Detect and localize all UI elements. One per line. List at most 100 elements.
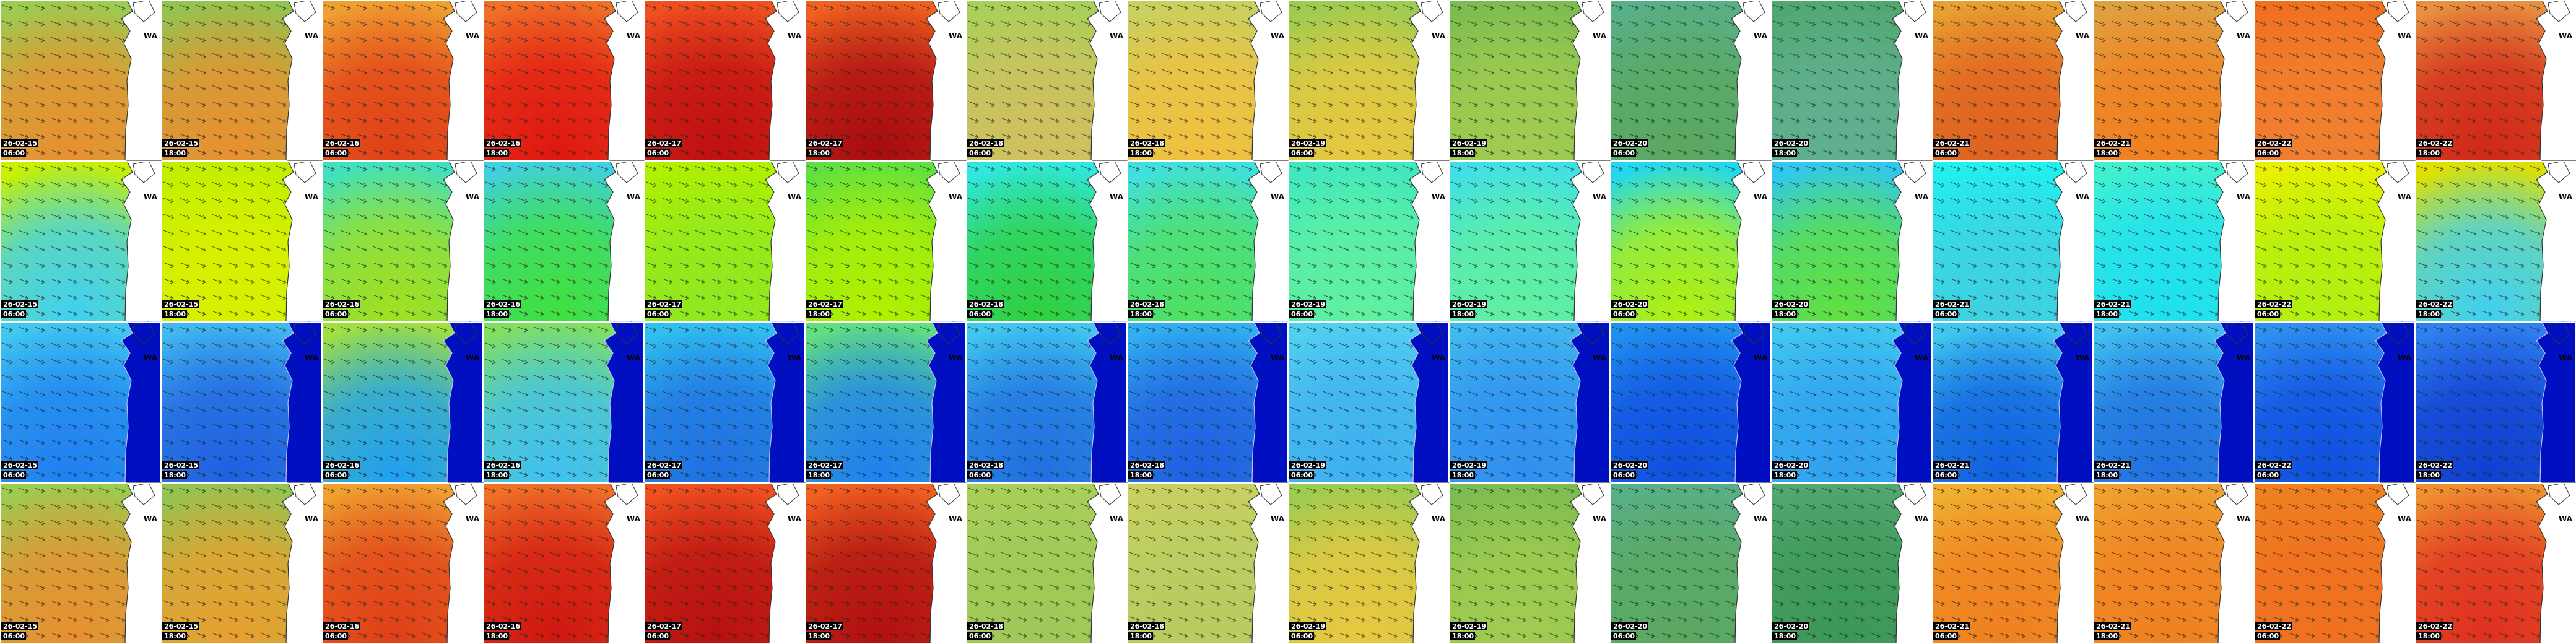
forecast-tile[interactable]: WA 26-02-20 06:00	[1610, 321, 1772, 484]
time-box	[645, 471, 670, 479]
forecast-tile[interactable]: WA 26-02-21 18:00	[2093, 160, 2255, 323]
forecast-tile[interactable]: WA 26-02-18 18:00	[1127, 482, 1289, 644]
forecast-tile[interactable]: WA 26-02-22 18:00	[2415, 482, 2576, 644]
time-label: 06:00	[1935, 471, 1957, 479]
forecast-tile[interactable]: WA 26-02-15 06:00	[0, 0, 162, 162]
forecast-tile[interactable]: WA 26-02-17 18:00	[805, 482, 967, 644]
forecast-tile[interactable]: WA 26-02-15 06:00	[0, 321, 162, 484]
forecast-tile[interactable]: WA 26-02-19 06:00	[1288, 160, 1450, 323]
date-label: 26-02-22	[2257, 622, 2291, 630]
forecast-tile[interactable]: WA 26-02-17 18:00	[805, 160, 967, 323]
forecast-tile[interactable]: WA 26-02-16 18:00	[483, 321, 645, 484]
forecast-tile[interactable]: WA 26-02-15 18:00	[161, 0, 323, 162]
forecast-tile[interactable]: WA 26-02-16 18:00	[483, 482, 645, 644]
forecast-tile[interactable]: WA 26-02-18 18:00	[1127, 160, 1289, 323]
forecast-tile[interactable]: WA 26-02-21 06:00	[1932, 321, 2094, 484]
forecast-tile[interactable]: WA 26-02-15 18:00	[161, 321, 323, 484]
tile-border	[2093, 161, 2254, 322]
tile-border	[1610, 161, 1771, 322]
time-label: 18:00	[164, 632, 186, 640]
date-label: 26-02-19	[1291, 300, 1325, 308]
forecast-tile[interactable]: WA 26-02-20 18:00	[1771, 160, 1933, 323]
land	[282, 482, 323, 644]
forecast-tile[interactable]: WA 26-02-18 06:00	[966, 160, 1128, 323]
land	[282, 321, 323, 484]
land	[1248, 160, 1289, 323]
forecast-tile[interactable]: WA 26-02-15 06:00	[0, 160, 162, 323]
forecast-tile[interactable]: WA 26-02-20 06:00	[1610, 0, 1772, 162]
forecast-tile[interactable]: WA 26-02-21 18:00	[2093, 0, 2255, 162]
forecast-tile[interactable]: WA 26-02-17 18:00	[805, 0, 967, 162]
forecast-tile[interactable]: WA 26-02-21 06:00	[1932, 482, 2094, 644]
forecast-tile[interactable]: WA 26-02-15 18:00	[161, 482, 323, 644]
time-label: 06:00	[2257, 310, 2279, 318]
forecast-tile[interactable]: WA 26-02-15 18:00	[161, 160, 323, 323]
forecast-tile[interactable]: WA 26-02-18 06:00	[966, 0, 1128, 162]
forecast-tile[interactable]: WA 26-02-19 18:00	[1449, 321, 1611, 484]
tile-border	[805, 322, 966, 483]
region-label: WA	[2559, 193, 2573, 201]
forecast-tile[interactable]: WA 26-02-19 06:00	[1288, 0, 1450, 162]
date-box	[1128, 139, 1165, 147]
forecast-tile[interactable]: WA 26-02-16 06:00	[322, 160, 484, 323]
forecast-tile[interactable]: WA 26-02-22 06:00	[2254, 0, 2416, 162]
forecast-tile[interactable]: WA 26-02-19 06:00	[1288, 482, 1450, 644]
date-label: 26-02-19	[1452, 622, 1486, 630]
forecast-tile[interactable]: WA 26-02-20 06:00	[1610, 160, 1772, 323]
date-box	[1, 461, 38, 469]
date-box	[2094, 461, 2131, 469]
forecast-tile[interactable]: WA 26-02-17 06:00	[644, 160, 806, 323]
forecast-tile[interactable]: WA 26-02-21 18:00	[2093, 321, 2255, 484]
forecast-tile[interactable]: WA 26-02-16 06:00	[322, 321, 484, 484]
date-label: 26-02-18	[969, 622, 1003, 630]
forecast-tile[interactable]: WA 26-02-19 18:00	[1449, 0, 1611, 162]
forecast-tile[interactable]: WA 26-02-22 06:00	[2254, 160, 2416, 323]
forecast-tile[interactable]: WA 26-02-18 06:00	[966, 482, 1128, 644]
forecast-tile[interactable]: WA 26-02-16 06:00	[322, 0, 484, 162]
forecast-tile[interactable]: WA 26-02-20 06:00	[1610, 482, 1772, 644]
forecast-tile[interactable]: WA 26-02-18 18:00	[1127, 0, 1289, 162]
forecast-tile[interactable]: WA 26-02-17 06:00	[644, 482, 806, 644]
forecast-tile[interactable]: WA 26-02-20 18:00	[1771, 321, 1933, 484]
date-box	[645, 300, 682, 308]
forecast-tile[interactable]: WA 26-02-22 18:00	[2415, 0, 2576, 162]
date-label: 26-02-18	[969, 300, 1003, 308]
time-label: 18:00	[486, 471, 508, 479]
region-label: WA	[1271, 32, 1285, 40]
forecast-tile[interactable]: WA 26-02-19 06:00	[1288, 321, 1450, 484]
time-box	[1289, 149, 1314, 157]
forecast-tile[interactable]: WA 26-02-17 06:00	[644, 321, 806, 484]
date-label: 26-02-15	[164, 461, 198, 469]
forecast-tile[interactable]: WA 26-02-22 18:00	[2415, 160, 2576, 323]
time-label: 06:00	[969, 149, 991, 157]
forecast-tile[interactable]: WA 26-02-17 06:00	[644, 0, 806, 162]
forecast-tile[interactable]: WA 26-02-18 06:00	[966, 321, 1128, 484]
forecast-tile[interactable]: WA 26-02-16 18:00	[483, 160, 645, 323]
forecast-tile[interactable]: WA 26-02-16 06:00	[322, 482, 484, 644]
forecast-tile[interactable]: WA 26-02-19 18:00	[1449, 482, 1611, 644]
land	[1892, 160, 1933, 323]
land	[1087, 160, 1128, 323]
time-label: 06:00	[969, 310, 991, 318]
date-box	[484, 622, 521, 630]
forecast-tile[interactable]: WA 26-02-20 18:00	[1771, 0, 1933, 162]
forecast-tile[interactable]: WA 26-02-21 06:00	[1932, 160, 2094, 323]
forecast-tile[interactable]: WA 26-02-22 06:00	[2254, 482, 2416, 644]
tile-border	[483, 322, 644, 483]
forecast-tile[interactable]: WA 26-02-22 06:00	[2254, 321, 2416, 484]
forecast-tile[interactable]: WA 26-02-18 18:00	[1127, 321, 1289, 484]
date-label: 26-02-20	[1774, 622, 1808, 630]
forecast-tile[interactable]: WA 26-02-21 18:00	[2093, 482, 2255, 644]
forecast-tile[interactable]: WA 26-02-21 06:00	[1932, 0, 2094, 162]
forecast-tile[interactable]: WA 26-02-17 18:00	[805, 321, 967, 484]
time-box	[1289, 471, 1314, 479]
forecast-tile[interactable]: WA 26-02-20 18:00	[1771, 482, 1933, 644]
forecast-tile[interactable]: WA 26-02-15 06:00	[0, 482, 162, 644]
forecast-tile[interactable]: WA 26-02-22 18:00	[2415, 321, 2576, 484]
forecast-tile[interactable]: WA 26-02-19 18:00	[1449, 160, 1611, 323]
forecast-tile[interactable]: WA 26-02-16 18:00	[483, 0, 645, 162]
date-box	[1450, 139, 1487, 147]
date-label: 26-02-20	[1613, 461, 1647, 469]
region-label: WA	[1593, 193, 1607, 201]
date-label: 26-02-16	[486, 622, 520, 630]
